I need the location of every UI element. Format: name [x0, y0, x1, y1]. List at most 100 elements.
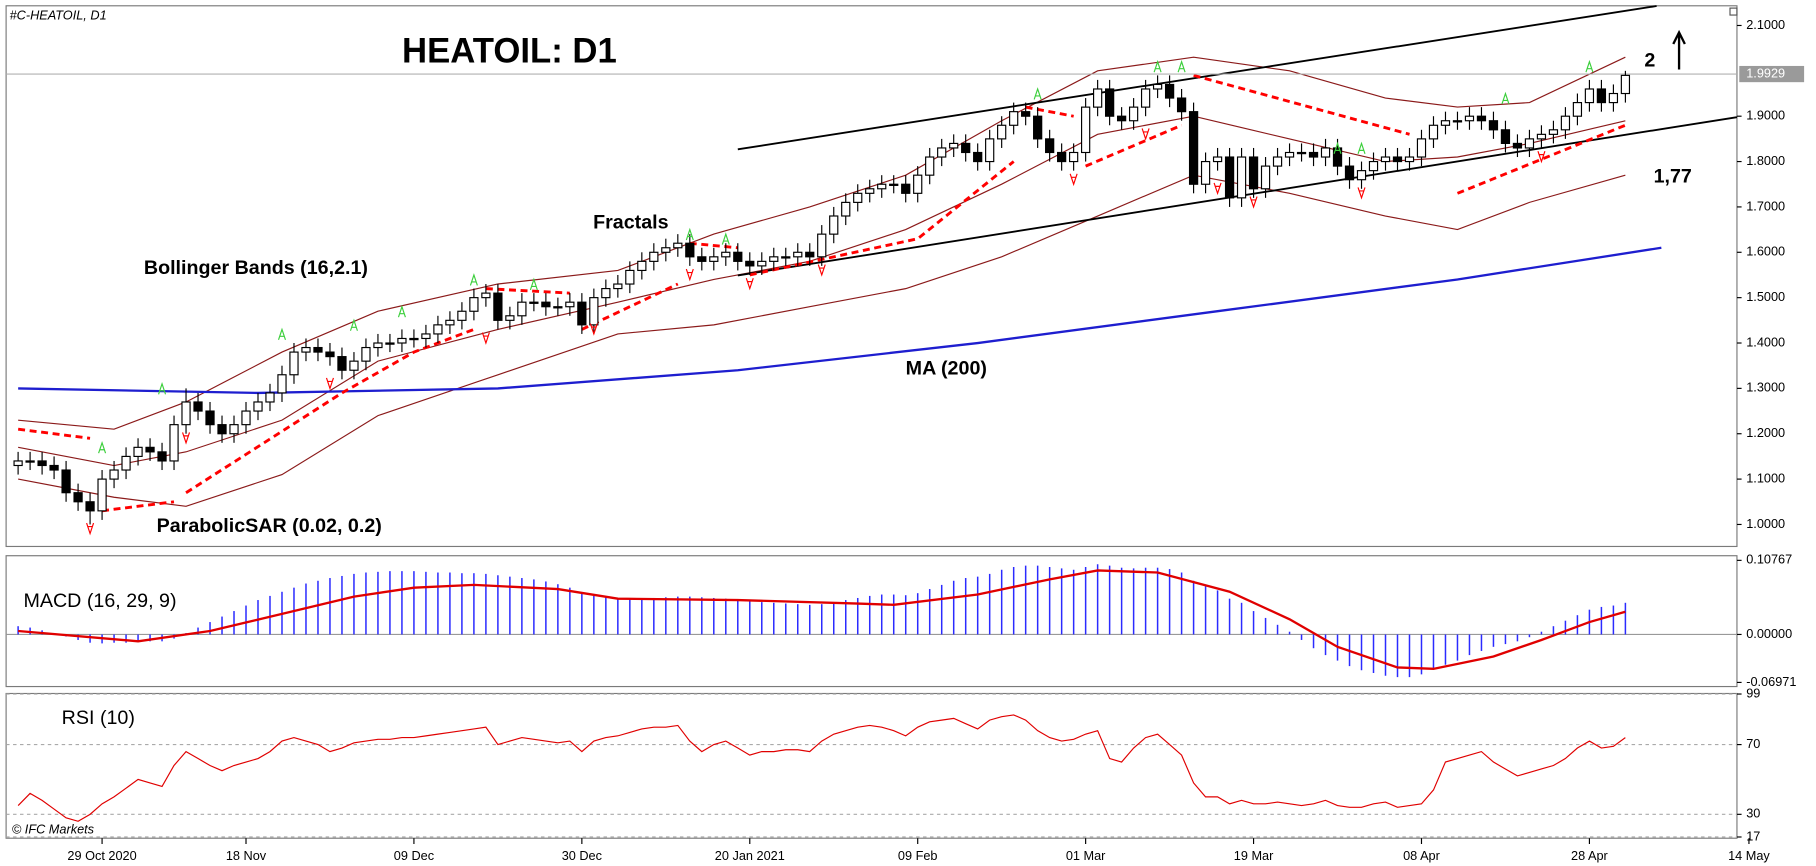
candle-body [205, 410, 215, 426]
fractal-up [685, 227, 694, 241]
candle-body [1021, 111, 1031, 117]
candle-body [133, 446, 143, 457]
fractal-down [182, 432, 191, 445]
candle-body [481, 292, 491, 299]
candle-body [1140, 88, 1151, 108]
candle-body [445, 319, 455, 326]
fractal-down [745, 277, 754, 291]
candle-body [913, 174, 923, 194]
candle-body [373, 342, 383, 349]
last-price-label: 1.9929 [1746, 65, 1785, 80]
candle-body [325, 351, 335, 358]
fractal-up [1357, 141, 1366, 155]
chart-title: HEATOIL: D1 [402, 32, 617, 70]
fractal-down [1357, 187, 1366, 200]
fractal-down [1141, 128, 1150, 141]
candle-body [289, 351, 299, 376]
fractal-up [1177, 59, 1186, 73]
candle-body [1344, 165, 1355, 181]
candle-body [985, 138, 995, 163]
candle-body [109, 469, 119, 480]
fractal-up [1333, 141, 1342, 155]
candle-body [1440, 120, 1451, 126]
x-tick-label: 09 Feb [898, 848, 938, 863]
candle-body [937, 147, 947, 158]
macd-panel [5, 555, 1738, 688]
candle-body [217, 424, 227, 435]
fractal-down [86, 522, 95, 536]
x-tick-label: 08 Apr [1403, 848, 1441, 863]
candle-body [1416, 138, 1427, 158]
candle-body [577, 301, 587, 326]
candle-body [25, 460, 35, 463]
candle-body [601, 287, 611, 299]
candle-body [61, 469, 71, 494]
y-tick-label: 1.6000 [1746, 244, 1785, 259]
fractal-down [481, 332, 490, 345]
fractal-down [325, 377, 334, 391]
candle-body [517, 301, 527, 317]
candle-body [1009, 111, 1019, 126]
fractal-up [158, 382, 167, 395]
x-tick-label: 09 Dec [394, 848, 435, 863]
candle-body [673, 242, 683, 249]
fractal-up [1153, 59, 1162, 73]
candle-body [1212, 156, 1223, 163]
candle-body [313, 346, 323, 353]
candle-body [349, 360, 359, 371]
panel-icon [1729, 7, 1738, 16]
y-tick-label: 1.1000 [1746, 470, 1785, 485]
candle-body [925, 156, 935, 176]
candle-body [1284, 151, 1295, 158]
fractal-up [98, 440, 107, 454]
candle-body [949, 142, 959, 149]
candle-body [829, 215, 839, 235]
candle-body [37, 460, 47, 467]
candle-body [1236, 156, 1247, 199]
candle-body [1093, 88, 1103, 108]
candle-body [1260, 165, 1271, 190]
candle-body [889, 183, 899, 186]
candle-body [589, 297, 599, 326]
candle-body [553, 306, 563, 309]
x-tick-label: 14 May [1728, 848, 1770, 863]
x-tick-label: 19 Mar [1234, 848, 1274, 863]
y-tick-label: 1.0000 [1746, 516, 1785, 531]
candle-body [1512, 142, 1523, 149]
candle-body [1584, 88, 1595, 104]
fractals-label: Fractals [593, 212, 669, 234]
x-tick-label: 29 Oct 2020 [67, 848, 136, 863]
candle-body [1572, 102, 1583, 117]
fractal-up [349, 318, 358, 331]
bollinger-label: Bollinger Bands (16,2.1) [144, 257, 368, 279]
ma-line [18, 246, 1662, 395]
candle-body [385, 342, 395, 345]
candle-body [1164, 83, 1175, 99]
candle-body [1188, 111, 1199, 185]
fractal-down [685, 268, 694, 282]
candle-body [649, 251, 659, 262]
candle-body [817, 233, 827, 258]
up-arrow [1672, 29, 1686, 70]
candle-body [541, 301, 551, 308]
candle-body [181, 401, 191, 426]
candle-body [1057, 151, 1067, 163]
rsi-panel [5, 692, 1738, 839]
x-tick-label: 01 Mar [1066, 848, 1106, 863]
candle-body [1152, 83, 1163, 90]
candle-body [1392, 156, 1403, 163]
y-tick-label: 1.9000 [1746, 108, 1785, 123]
candle-body [841, 201, 851, 217]
fractal-down [1069, 173, 1078, 187]
fractal-down [1249, 196, 1258, 209]
candle-body [1536, 133, 1547, 140]
candle-body [1045, 138, 1055, 154]
candle-body [1272, 156, 1283, 167]
candle-body [901, 183, 911, 194]
candle-body [1500, 129, 1511, 144]
parabolic-sar [17, 73, 1626, 513]
candle-body [493, 292, 503, 321]
candle-body [1128, 106, 1139, 122]
